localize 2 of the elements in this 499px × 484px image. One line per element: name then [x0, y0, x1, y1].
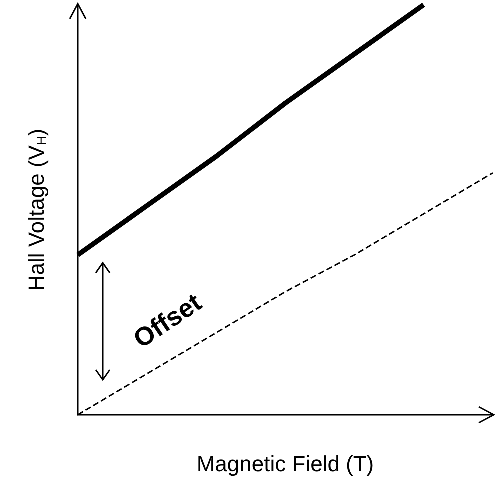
- y-axis-title: Hall Voltage (VH): [24, 128, 49, 292]
- x-axis-title: Magnetic Field (T): [196, 452, 374, 476]
